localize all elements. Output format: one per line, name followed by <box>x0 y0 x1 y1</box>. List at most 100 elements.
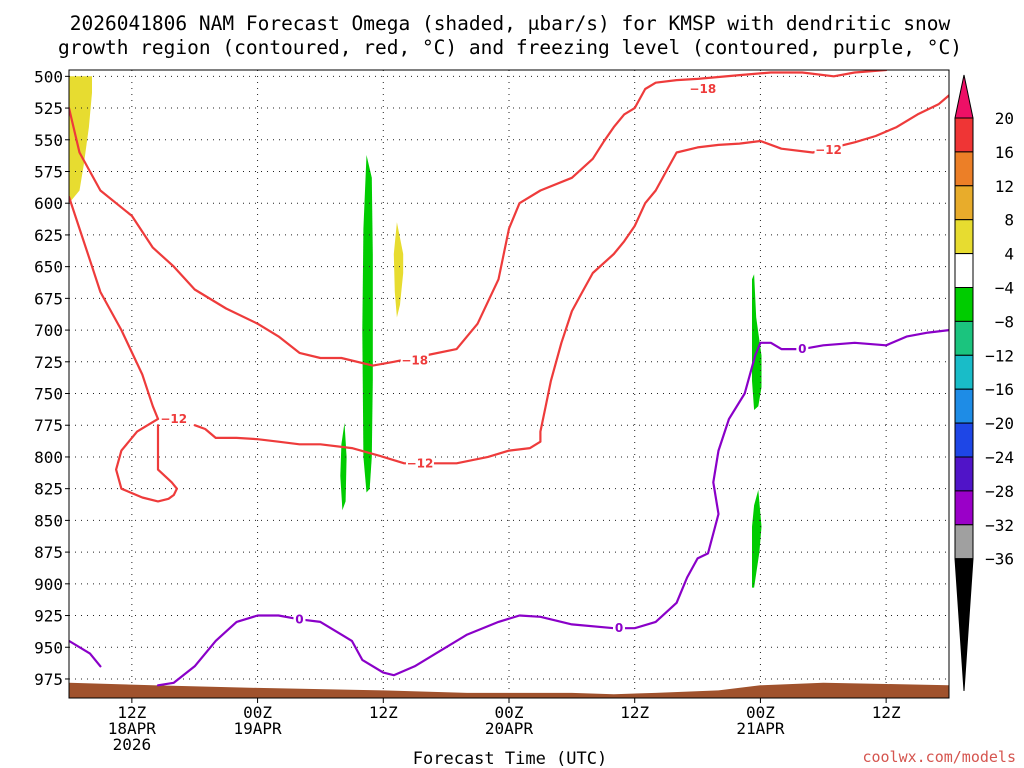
omega-region-4 <box>752 274 762 410</box>
purple-contour-label: 0 <box>615 621 623 635</box>
x-tick-label: 12Z <box>620 703 649 722</box>
colorbar-label: −24 <box>985 448 1014 467</box>
y-tick-label: 925 <box>34 607 63 626</box>
x-tick-label: 20APR <box>485 719 534 738</box>
y-tick-label: 650 <box>34 258 63 277</box>
y-tick-label: 725 <box>34 353 63 372</box>
red-contour-label: −18 <box>401 354 428 368</box>
x-tick-label: 12Z <box>872 703 901 722</box>
x-tick-label: 00Z <box>746 703 775 722</box>
colorbar-segment <box>954 388 974 424</box>
colorbar-segment <box>954 490 974 526</box>
colorbar-label: 20 <box>995 109 1014 128</box>
colorbar-label: 12 <box>995 177 1014 196</box>
x-tick-label: 00Z <box>243 703 272 722</box>
red-contour-label: −18 <box>689 82 716 96</box>
gridlines <box>69 70 949 698</box>
purple-contour-label: 0 <box>798 342 806 356</box>
colorbar-label: 8 <box>1004 211 1014 230</box>
omega-region-2 <box>362 155 373 493</box>
colorbar-segment <box>954 422 974 458</box>
y-tick-label: 950 <box>34 638 63 657</box>
x-tick-label: 12Z <box>117 703 146 722</box>
red-contour-label: −12 <box>815 143 842 157</box>
y-tick-label: 900 <box>34 575 63 594</box>
purple-contour-label: 0 <box>295 612 303 626</box>
red-label-bg <box>688 81 717 96</box>
colorbar-segment <box>954 524 974 560</box>
y-tick-label: 575 <box>34 162 63 181</box>
x-tick-label: 21APR <box>736 719 785 738</box>
red-contour-0 <box>69 70 888 367</box>
colorbar-top-arrow <box>954 74 974 119</box>
terrain-fill <box>69 682 949 698</box>
y-tick-label: 550 <box>34 131 63 150</box>
y-tick-label: 700 <box>34 321 63 340</box>
purple-contour-0 <box>69 639 102 668</box>
chart-title-line2: growth region (contoured, red, °C) and f… <box>58 36 962 59</box>
colorbar-label: 16 <box>995 143 1014 162</box>
y-tick-label: 675 <box>34 289 63 308</box>
colorbar-segment <box>954 151 974 187</box>
colorbar-segment <box>954 219 974 255</box>
omega-shading <box>69 76 762 588</box>
red-contour-label: −12 <box>160 412 187 426</box>
x-tick-label: 2026 <box>113 735 152 754</box>
contour-lines <box>69 70 949 687</box>
red-label-bg <box>814 141 843 156</box>
red-contour-1 <box>69 195 160 420</box>
x-tick-label: 12Z <box>369 703 398 722</box>
purple-label-bg <box>293 611 306 626</box>
terrain-ground <box>69 682 949 698</box>
y-tick-label: 750 <box>34 385 63 404</box>
colorbar-segment <box>954 253 974 289</box>
omega-region-3 <box>340 422 347 511</box>
purple-label-bg <box>613 620 625 635</box>
contour-labels: −18 −18 −12 −12 −12 0 0 0 <box>159 81 843 635</box>
y-tick-label: 525 <box>34 99 63 118</box>
x-tick-label: 18APR <box>108 719 157 738</box>
red-contour-2 <box>193 94 949 465</box>
y-tick-label: 600 <box>34 194 63 213</box>
y-tick-label: 500 <box>34 67 63 86</box>
y-tick-label: 825 <box>34 480 63 499</box>
y-tick-label: 975 <box>34 670 63 689</box>
y-tick-label: 800 <box>34 448 63 467</box>
colorbar-segment <box>954 354 974 390</box>
colorbar-segment <box>954 185 974 221</box>
y-tick-label: 850 <box>34 511 63 530</box>
chart-title-line1: 2026041806 NAM Forecast Omega (shaded, μ… <box>70 12 951 35</box>
omega-region-0 <box>69 76 92 204</box>
y-tick-label: 775 <box>34 416 63 435</box>
purple-contour-1 <box>156 329 949 687</box>
colorbar-label: −16 <box>985 380 1014 399</box>
red-contour-label: −12 <box>407 456 434 470</box>
colorbar-segment <box>954 456 974 492</box>
colorbar-label: −8 <box>995 312 1014 331</box>
red-label-bg <box>405 455 434 470</box>
red-label-bg <box>400 352 429 367</box>
red-label-bg <box>159 410 188 425</box>
y-tick-label: 625 <box>34 226 63 245</box>
credit-text: coolwx.com/models <box>862 748 1016 766</box>
colorbar-segment <box>954 117 974 153</box>
colorbar-label: −36 <box>985 550 1014 569</box>
colorbar-bottom-arrow <box>954 558 974 692</box>
x-tick-label: 19APR <box>233 719 282 738</box>
colorbar-segment <box>954 287 974 322</box>
y-axis-ticks: 500 525 550 575 600 625 650 675 700 725 750 775 800 8… <box>34 67 69 689</box>
colorbar-label: −32 <box>985 516 1014 535</box>
colorbar-label: −28 <box>985 482 1014 501</box>
colorbar: 20 16 12 8 4 −4 −8 −12 −16 −20 −24 −28 −32 −36 <box>954 74 1014 692</box>
colorbar-label: −12 <box>985 346 1014 365</box>
red-contour-3 <box>114 417 178 503</box>
colorbar-segment <box>954 320 974 356</box>
x-tick-label: 00Z <box>495 703 524 722</box>
colorbar-label: −20 <box>985 414 1014 433</box>
omega-region-5 <box>752 489 762 588</box>
omega-region-1 <box>393 222 404 318</box>
x-axis-label: Forecast Time (UTC) <box>413 749 607 768</box>
purple-label-bg <box>796 341 809 356</box>
